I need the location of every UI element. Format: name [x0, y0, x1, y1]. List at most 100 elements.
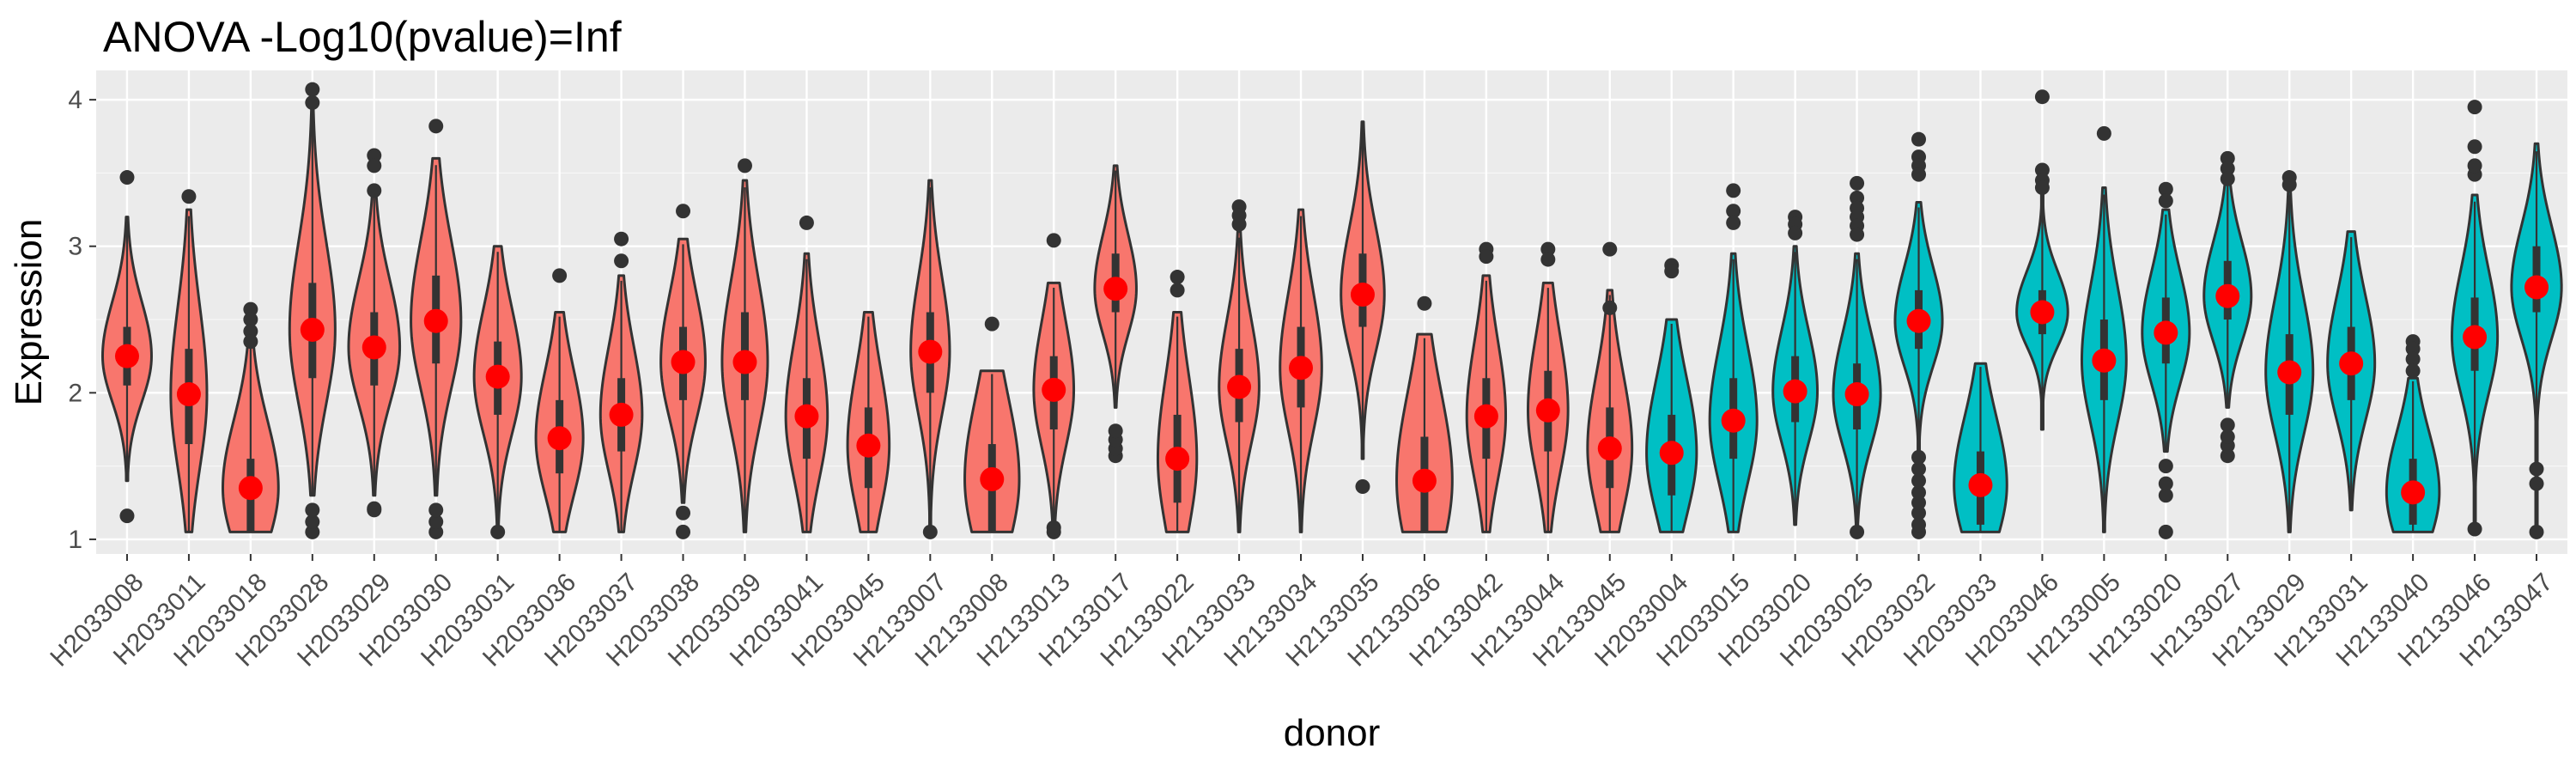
mean-point	[1659, 441, 1684, 466]
mean-point	[1844, 382, 1869, 407]
mean-point	[732, 350, 757, 374]
outlier-point	[1540, 241, 1556, 257]
y-tick-label: 3	[68, 233, 82, 261]
outlier-point	[1788, 225, 1803, 240]
mean-point	[1103, 277, 1128, 301]
mean-point	[794, 404, 819, 429]
mean-point	[1042, 377, 1066, 402]
mean-point	[423, 308, 448, 333]
outlier-point	[367, 158, 382, 173]
outlier-point	[2529, 476, 2544, 491]
mean-point	[1227, 374, 1252, 399]
mean-point	[980, 466, 1005, 491]
outlier-point	[1664, 264, 1680, 279]
outlier-point	[1911, 517, 1927, 533]
mean-point	[1783, 379, 1807, 404]
outlier-point	[1355, 479, 1370, 495]
outlier-point	[1850, 175, 1865, 191]
outlier-point	[2158, 459, 2173, 474]
outlier-point	[1417, 295, 1432, 311]
outlier-point	[243, 312, 258, 327]
outlier-point	[1911, 461, 1927, 477]
outlier-point	[676, 204, 691, 219]
outlier-point	[1046, 520, 1061, 535]
outlier-point	[2529, 524, 2544, 539]
mean-point	[2215, 283, 2240, 308]
outlier-point	[367, 183, 382, 198]
y-tick-label: 1	[68, 526, 82, 554]
outlier-point	[305, 95, 320, 111]
mean-point	[1473, 404, 1498, 429]
outlier-point	[1911, 449, 1927, 465]
violins	[100, 82, 2563, 539]
outlier-point	[119, 170, 135, 186]
mean-point	[2030, 300, 2055, 325]
outlier-point	[614, 231, 629, 247]
mean-point	[547, 426, 572, 451]
outlier-point	[428, 514, 444, 529]
outlier-point	[2220, 150, 2235, 166]
mean-point	[918, 339, 943, 364]
outlier-point	[2220, 448, 2235, 464]
outlier-point	[676, 505, 691, 520]
outlier-point	[181, 189, 197, 204]
outlier-point	[2158, 524, 2173, 539]
outlier-point	[1726, 204, 1741, 219]
y-axis: 1 2 3 4	[68, 86, 96, 554]
plot-panel	[96, 70, 2567, 554]
mean-point	[238, 476, 263, 501]
y-tick-label: 4	[68, 86, 82, 114]
chart-title: ANOVA -Log10(pvalue)=Inf	[103, 13, 622, 61]
mean-point	[1412, 468, 1437, 493]
mean-point	[2401, 480, 2426, 505]
mean-point	[2277, 360, 2302, 385]
mean-point	[1968, 472, 1993, 497]
outlier-point	[2220, 161, 2235, 176]
outlier-point	[1231, 216, 1247, 232]
y-tick-label: 2	[68, 379, 82, 407]
outlier-point	[428, 524, 444, 539]
mean-point	[1906, 308, 1931, 333]
outlier-point	[1602, 300, 1618, 315]
mean-point	[1289, 356, 1314, 380]
mean-point	[300, 317, 325, 342]
outlier-point	[2529, 461, 2544, 477]
mean-point	[856, 433, 881, 458]
outlier-point	[1911, 484, 1927, 500]
outlier-point	[2034, 162, 2050, 178]
mean-point	[2463, 325, 2488, 350]
mean-point	[2524, 275, 2549, 300]
outlier-point	[2220, 417, 2235, 433]
mean-point	[1165, 447, 1190, 472]
outlier-point	[1911, 473, 1927, 489]
x-axis-title: donor	[1284, 712, 1381, 754]
outlier-point	[676, 524, 691, 539]
outlier-point	[367, 148, 382, 163]
outlier-point	[305, 502, 320, 518]
mean-point	[114, 344, 139, 368]
outlier-point	[243, 324, 258, 339]
mean-point	[1597, 436, 1622, 461]
outlier-point	[1911, 131, 1927, 147]
outlier-point	[799, 215, 814, 230]
mean-point	[361, 335, 386, 360]
outlier-point	[305, 514, 320, 529]
mean-point	[176, 382, 201, 407]
outlier-point	[1850, 190, 1865, 205]
outlier-point	[1726, 215, 1741, 230]
outlier-point	[1911, 505, 1927, 520]
x-axis: H2033008H2033011H2033018H2033028H2033029…	[45, 554, 2559, 673]
outlier-point	[305, 524, 320, 539]
mean-point	[1721, 408, 1746, 433]
outlier-point	[2467, 100, 2482, 115]
outlier-point	[2034, 180, 2050, 195]
outlier-point	[1726, 183, 1741, 198]
outlier-point	[119, 508, 135, 524]
mean-point	[1535, 398, 1560, 423]
outlier-point	[2405, 351, 2421, 367]
y-axis-title: Expression	[8, 219, 50, 406]
outlier-point	[2220, 429, 2235, 445]
outlier-point	[305, 82, 320, 97]
